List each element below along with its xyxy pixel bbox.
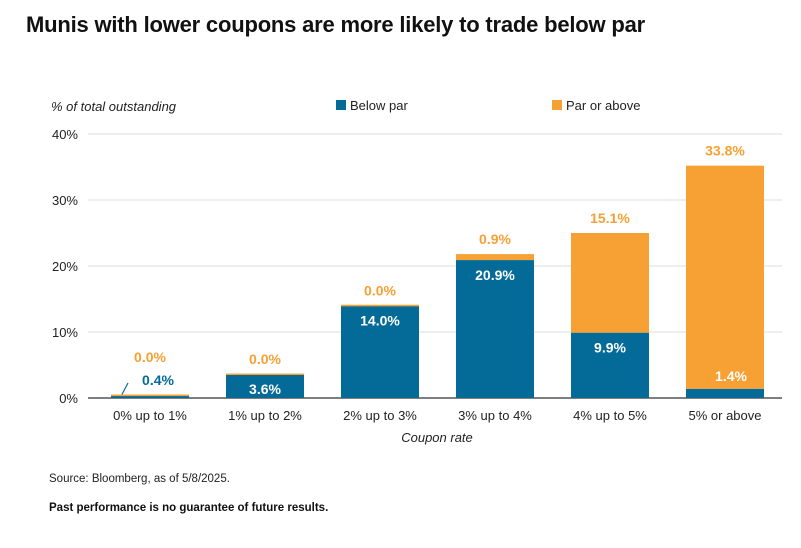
bar-below-par [111,395,189,398]
source-note: Source: Bloomberg, as of 5/8/2025. [49,473,230,485]
data-label-par-or-above: 0.9% [479,231,511,247]
y-tick-label: 20% [52,259,78,274]
y-tick-label: 0% [59,391,78,406]
gridlines [88,133,782,399]
chart-title: Munis with lower coupons are more likely… [26,12,645,37]
legend: Below par Par or above [336,98,640,113]
bar-par-or-above [686,165,764,389]
x-tick-label: 4% up to 5% [573,408,647,423]
legend-swatch-below-par [336,100,346,110]
x-tick-label: 3% up to 4% [458,408,532,423]
bar-below-par [686,388,764,398]
data-label-leader [121,382,129,395]
data-label-below-par: 1.4% [715,368,747,384]
legend-label-par-or-above: Par or above [566,98,640,113]
data-label-par-or-above: 0.0% [364,283,396,299]
y-tick-label: 40% [52,127,78,142]
x-tick-label: 5% or above [689,408,762,423]
bar-below-par [341,305,419,398]
x-tick-label: 0% up to 1% [113,408,187,423]
data-label-par-or-above: 0.0% [134,349,166,365]
disclaimer-note: Past performance is no guarantee of futu… [49,502,329,514]
data-label-par-or-above: 33.8% [705,143,745,159]
data-label-below-par: 14.0% [360,313,400,329]
bar-par-or-above [571,233,649,333]
bars [111,165,764,398]
bar-below-par [571,332,649,398]
y-axis-ticks: 0% 10% 20% 30% 40% [52,127,78,406]
x-tick-label: 2% up to 3% [343,408,417,423]
legend-swatch-par-or-above [552,100,562,110]
bar-below-par [226,374,304,398]
y-axis-label: % of total outstanding [51,99,177,114]
legend-label-below-par: Below par [350,98,408,113]
data-label-below-par: 9.9% [594,340,626,356]
data-label-par-or-above: 0.0% [249,351,281,367]
y-tick-label: 30% [52,193,78,208]
data-label-below-par: 0.4% [142,372,174,388]
data-label-below-par: 20.9% [475,267,515,283]
x-tick-label: 1% up to 2% [228,408,302,423]
y-tick-label: 10% [52,325,78,340]
bar-below-par [456,260,534,398]
data-label-par-or-above: 15.1% [590,210,630,226]
data-label-below-par: 3.6% [249,381,281,397]
x-axis-label: Coupon rate [401,430,473,445]
x-axis-ticks: 0% up to 1% 1% up to 2% 2% up to 3% 3% up t… [113,408,761,423]
data-labels: 0.0% 0.4% 0.0% 3.6% 0.0% 14.0% 0.9% 20.9% 15.1% 9… [121,143,748,397]
bar-par-or-above [456,254,534,261]
